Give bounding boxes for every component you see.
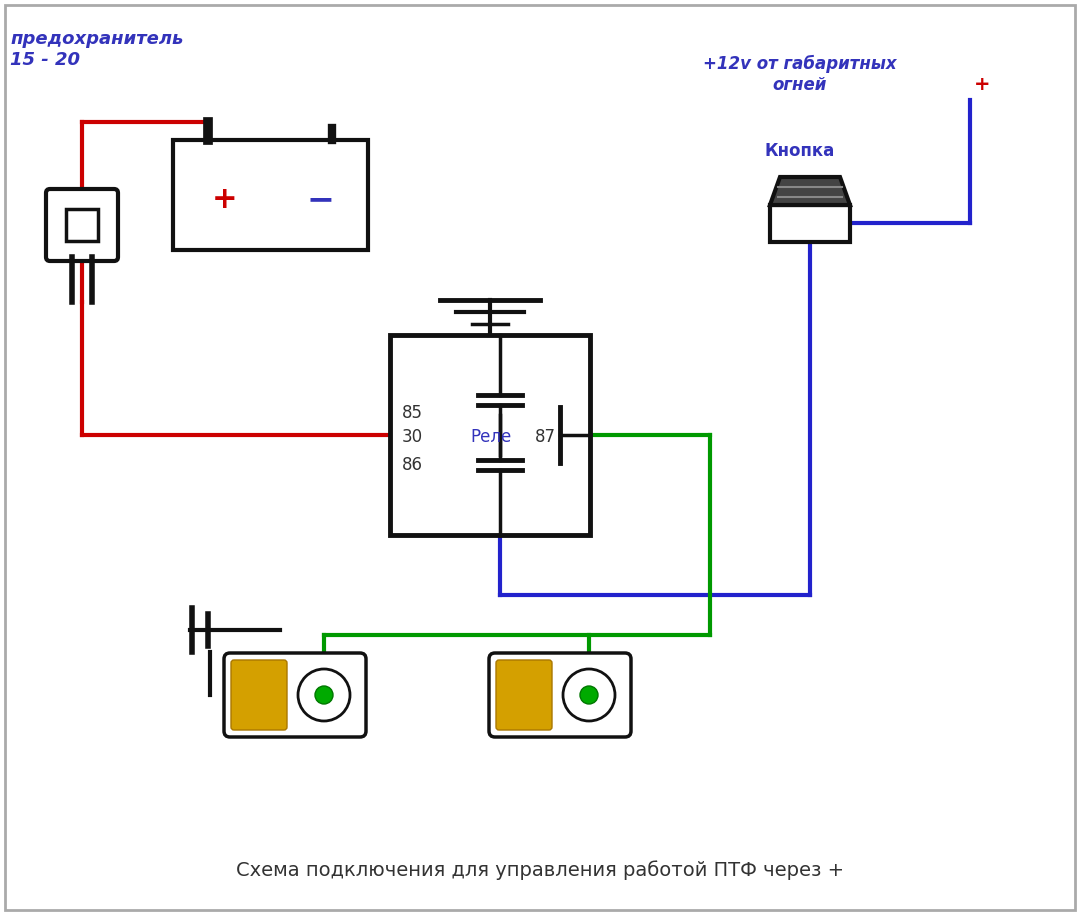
Text: 86: 86 <box>402 456 423 474</box>
Circle shape <box>580 686 598 704</box>
Bar <box>173 140 368 250</box>
Text: +: + <box>974 76 990 94</box>
FancyBboxPatch shape <box>231 660 287 730</box>
FancyBboxPatch shape <box>46 189 118 261</box>
Circle shape <box>315 686 333 704</box>
Bar <box>66 209 98 241</box>
Text: +12v от габаритных
огней: +12v от габаритных огней <box>703 55 896 94</box>
Text: Реле: Реле <box>470 428 511 446</box>
Polygon shape <box>770 177 850 205</box>
Text: 30: 30 <box>402 428 423 446</box>
Circle shape <box>298 669 350 721</box>
Text: Кнопка: Кнопка <box>765 142 835 160</box>
Text: предохранитель
15 - 20: предохранитель 15 - 20 <box>10 30 184 69</box>
Text: −: − <box>306 184 334 217</box>
Bar <box>770 205 850 242</box>
FancyBboxPatch shape <box>224 653 366 737</box>
FancyBboxPatch shape <box>489 653 631 737</box>
Text: +: + <box>212 186 238 214</box>
Text: 87: 87 <box>535 428 556 446</box>
Text: 85: 85 <box>402 404 423 422</box>
Bar <box>390 335 590 535</box>
FancyBboxPatch shape <box>496 660 552 730</box>
Circle shape <box>563 669 615 721</box>
Text: Схема подключения для управления работой ПТФ через +: Схема подключения для управления работой… <box>235 860 845 880</box>
